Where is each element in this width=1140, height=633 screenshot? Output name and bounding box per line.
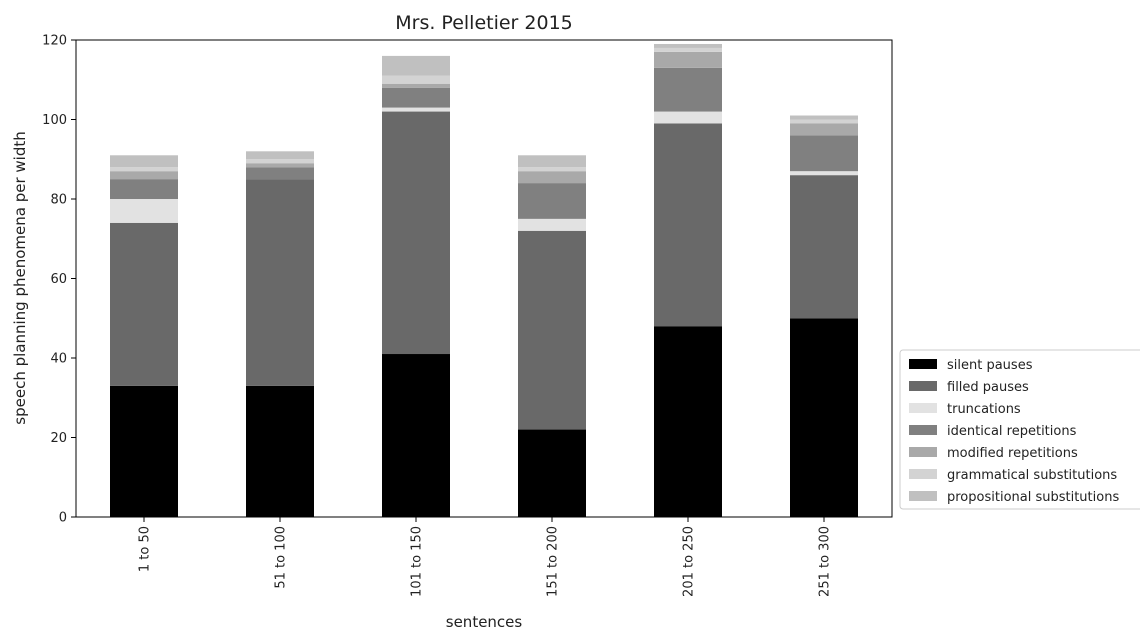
bar-segment-4-3 — [518, 218, 586, 231]
bar-segment-2-4 — [246, 167, 314, 180]
bar-segment-1-7 — [110, 155, 178, 168]
bar-segment-1-1 — [110, 385, 178, 517]
bar-segment-3-7 — [382, 55, 450, 76]
bar-segment-6-5 — [790, 123, 858, 136]
bar-segment-5-1 — [654, 326, 722, 517]
bar-segment-6-2 — [790, 175, 858, 319]
bar-segment-2-2 — [246, 179, 314, 386]
bar-segment-4-2 — [518, 230, 586, 430]
x-tick-label: 51 to 100 — [274, 526, 289, 589]
legend-box — [899, 349, 1140, 510]
legend-swatch — [909, 381, 937, 391]
y-tick-label: 100 — [42, 113, 67, 128]
legend-swatch — [909, 491, 937, 501]
legend-label: propositional substitutions — [947, 490, 1119, 505]
y-axis: 0 20 40 60 80 100 120 — [42, 34, 76, 526]
x-tick-label: 151 to 200 — [546, 526, 561, 597]
bars-layer — [110, 43, 858, 517]
bar-segment-3-3 — [382, 107, 450, 112]
legend-label: modified repetitions — [947, 446, 1078, 461]
y-tick-label: 40 — [50, 352, 67, 367]
y-axis-label: speech planning phenomena per width — [11, 131, 29, 424]
bar-segment-3-6 — [382, 75, 450, 84]
legend-label: identical repetitions — [947, 424, 1077, 439]
bar-segment-1-2 — [110, 222, 178, 386]
bar-segment-6-6 — [790, 119, 858, 124]
bar-segment-5-2 — [654, 123, 722, 327]
bar-segment-1-5 — [110, 171, 178, 180]
bar-segment-5-5 — [654, 51, 722, 68]
x-axis: 1 to 50 51 to 100 101 to 150 151 to 200 201 … — [138, 517, 833, 597]
bar-segment-1-6 — [110, 167, 178, 172]
bar-segment-5-4 — [654, 67, 722, 112]
bar-segment-3-5 — [382, 83, 450, 88]
bar-segment-4-5 — [518, 171, 586, 184]
legend-swatch — [909, 359, 937, 369]
y-tick-label: 120 — [42, 34, 67, 49]
legend-label: grammatical substitutions — [947, 468, 1117, 483]
bar-segment-2-6 — [246, 159, 314, 164]
x-tick-label: 251 to 300 — [818, 526, 833, 597]
bar-segment-3-1 — [382, 354, 450, 517]
bar-segment-5-3 — [654, 111, 722, 124]
bar-segment-2-1 — [246, 385, 314, 517]
chart-title: Mrs. Pelletier 2015 — [395, 12, 573, 34]
bar-segment-4-6 — [518, 167, 586, 172]
bar-segment-6-4 — [790, 135, 858, 172]
bar-segment-2-7 — [246, 151, 314, 160]
bar-segment-1-4 — [110, 179, 178, 200]
bar-segment-4-7 — [518, 155, 586, 168]
bar-segment-4-4 — [518, 183, 586, 219]
legend-swatch — [909, 469, 937, 479]
legend-label: silent pauses — [947, 358, 1033, 373]
bar-segment-1-3 — [110, 199, 178, 223]
legend-swatch — [909, 447, 937, 457]
y-tick-label: 80 — [50, 193, 67, 208]
x-tick-label: 201 to 250 — [682, 526, 697, 597]
bar-segment-6-1 — [790, 318, 858, 517]
y-tick-label: 60 — [50, 272, 67, 287]
legend-swatch — [909, 403, 937, 413]
bar-segment-5-7 — [654, 43, 722, 48]
x-axis-label: sentences — [446, 613, 523, 629]
plot-frame — [75, 39, 893, 518]
bar-segment-2-5 — [246, 163, 314, 168]
x-tick-label: 101 to 150 — [410, 526, 425, 597]
bar-segment-6-3 — [790, 171, 858, 176]
legend-label: filled pauses — [947, 380, 1029, 395]
x-tick-label: 1 to 50 — [138, 526, 153, 572]
bar-segment-4-1 — [518, 429, 586, 517]
bar-segment-6-7 — [790, 115, 858, 120]
y-tick-label: 0 — [59, 511, 67, 526]
y-tick-label: 20 — [50, 431, 67, 446]
legend-swatch — [909, 425, 937, 435]
bar-segment-3-4 — [382, 87, 450, 108]
bar-segment-5-6 — [654, 47, 722, 52]
legend: silent pauses filled pauses truncations ide… — [899, 349, 1140, 510]
legend-label: truncations — [947, 402, 1021, 417]
bar-segment-3-2 — [382, 111, 450, 355]
